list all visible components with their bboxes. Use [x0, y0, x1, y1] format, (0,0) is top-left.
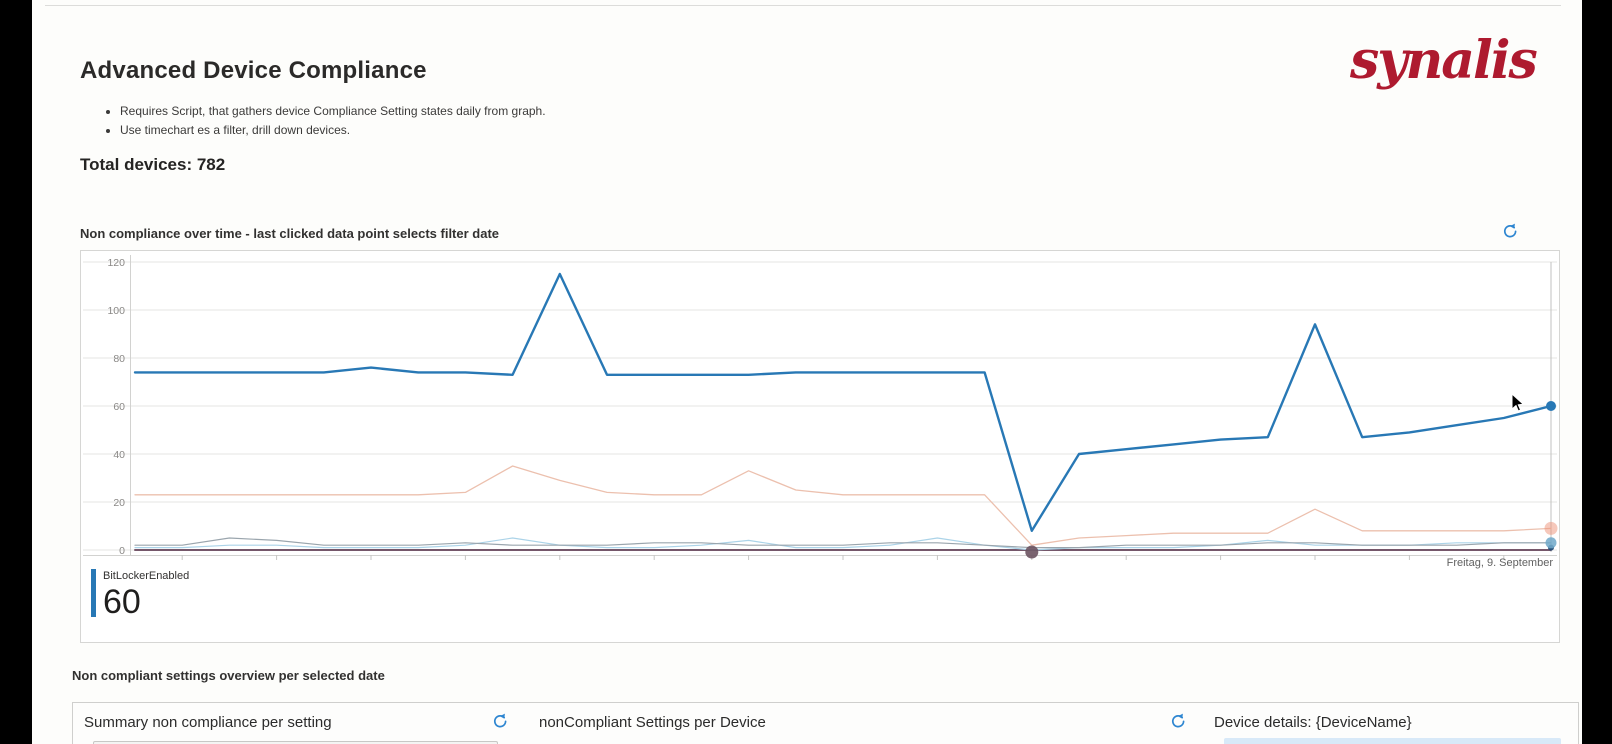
- svg-text:60: 60: [113, 401, 125, 413]
- summary-grid-top-edge[interactable]: [93, 741, 498, 744]
- page-content: Advanced Device Compliance synalis Requi…: [32, 0, 1582, 744]
- svg-text:80: 80: [113, 353, 125, 365]
- bullet-item: Use timechart es a filter, drill down de…: [120, 123, 546, 137]
- svg-text:120: 120: [107, 257, 125, 269]
- reset-time-filter-icon[interactable]: [1501, 222, 1519, 240]
- panel-title-device-details: Device details: {DeviceName}: [1214, 714, 1412, 731]
- bottom-section-heading: Non compliant settings overview per sele…: [72, 668, 385, 683]
- mouse-cursor: [1511, 392, 1527, 419]
- reset-summary-icon[interactable]: [491, 712, 509, 730]
- bullet-item: Requires Script, that gathers device Com…: [120, 104, 546, 118]
- svg-text:40: 40: [113, 449, 125, 461]
- reset-device-filter-icon[interactable]: [1169, 712, 1187, 730]
- svg-text:20: 20: [113, 497, 125, 509]
- total-devices-label: Total devices: 782: [80, 155, 226, 174]
- panel-title-noncompliant-settings: nonCompliant Settings per Device: [539, 714, 766, 731]
- synalis-logo: synalis: [1350, 30, 1538, 91]
- svg-text:100: 100: [107, 305, 125, 317]
- timechart-plot[interactable]: 0 20 40 60 80 100 120: [81, 251, 1559, 563]
- legend-series-name: BitLockerEnabled: [103, 570, 190, 582]
- x-axis-date-label: Freitag, 9. September: [1446, 557, 1553, 569]
- timechart-panel[interactable]: 0 20 40 60 80 100 120 Freitag, 9. September Bi…: [80, 250, 1560, 643]
- bottom-panels-container: Summary non compliance per setting nonCo…: [72, 702, 1579, 744]
- device-details-info-banner-edge: [1224, 738, 1561, 744]
- timechart-legend[interactable]: BitLockerEnabled 60: [91, 569, 189, 622]
- svg-text:0: 0: [119, 545, 125, 557]
- legend-series-value: 60: [103, 583, 141, 621]
- panel-title-summary: Summary non compliance per setting: [84, 714, 332, 731]
- timechart-title: Non compliance over time - last clicked …: [80, 226, 500, 241]
- top-divider: [45, 5, 1561, 6]
- legend-color-bar: [91, 569, 96, 617]
- intro-bullets: Requires Script, that gathers device Com…: [102, 104, 546, 142]
- page-title: Advanced Device Compliance: [80, 57, 427, 84]
